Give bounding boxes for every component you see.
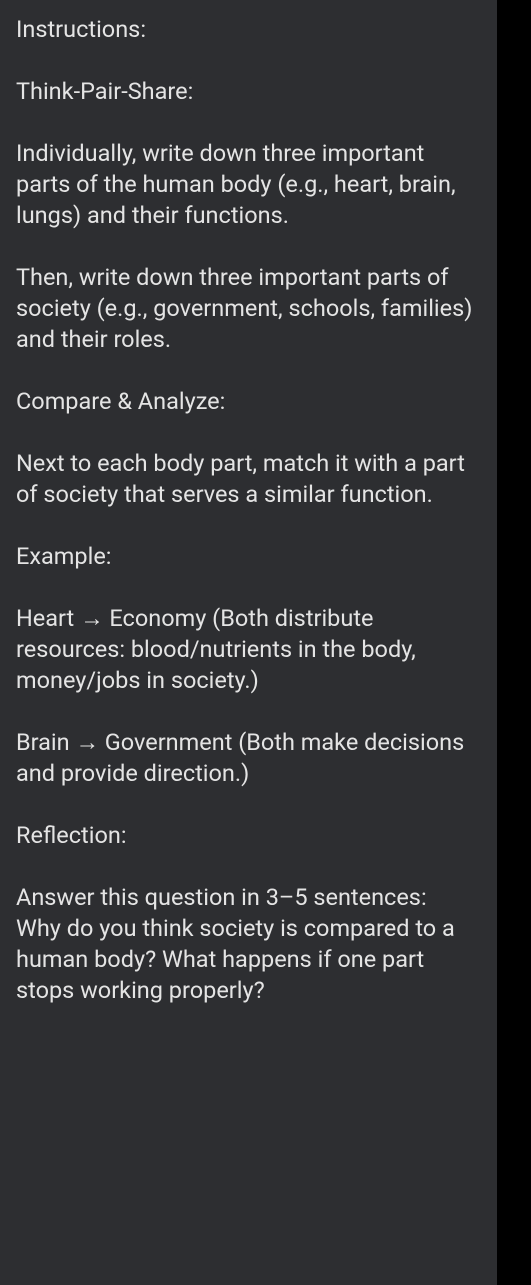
heading-reflection: Reflection: xyxy=(16,820,483,851)
heading-example: Example: xyxy=(16,541,483,572)
heading-think-pair-share: Think-Pair-Share: xyxy=(16,76,483,107)
paragraph-individual-body-parts: Individually, write down three important… xyxy=(16,138,483,231)
example-heart-economy: Heart → Economy (Both distribute resourc… xyxy=(16,603,483,696)
paragraph-match-instruction: Next to each body part, match it with a … xyxy=(16,448,483,510)
paragraph-society-parts: Then, write down three important parts o… xyxy=(16,262,483,355)
reflection-prompt-line2: Why do you think society is compared to … xyxy=(16,913,483,1006)
reflection-prompt-line1: Answer this question in 3–5 sentences: xyxy=(16,882,483,913)
heading-compare-analyze: Compare & Analyze: xyxy=(16,386,483,417)
instructions-panel: Instructions: Think-Pair-Share: Individu… xyxy=(0,0,497,1285)
paragraph-reflection-question: Answer this question in 3–5 sentences: W… xyxy=(16,882,483,1006)
example-brain-government: Brain → Government (Both make decisions … xyxy=(16,727,483,789)
heading-instructions: Instructions: xyxy=(16,14,483,45)
